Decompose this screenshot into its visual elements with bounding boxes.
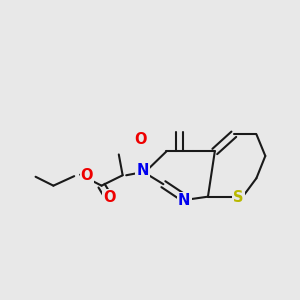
Text: N: N (178, 193, 190, 208)
Text: O: O (81, 168, 93, 183)
Text: N: N (136, 163, 149, 178)
Text: O: O (134, 131, 147, 146)
Text: O: O (103, 190, 116, 205)
Text: S: S (233, 190, 244, 205)
